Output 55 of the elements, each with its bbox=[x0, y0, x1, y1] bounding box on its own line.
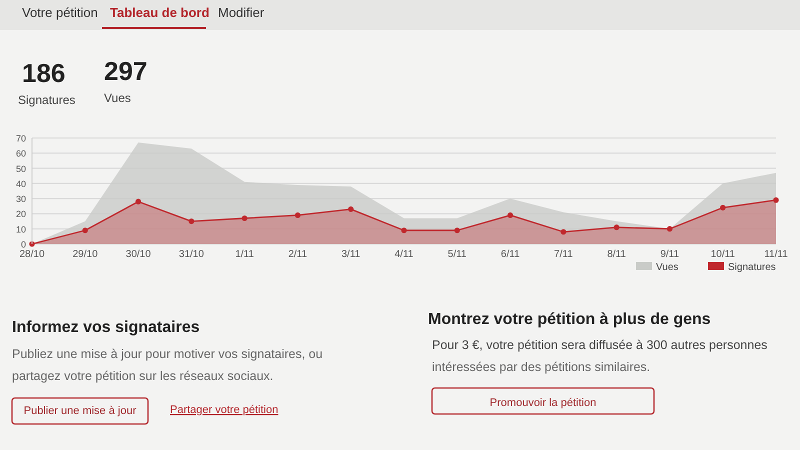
text: Pour 3 €, votre pétition sera diffusée à 300 autres personnes bbox=[432, 338, 768, 352]
y-tick-label: 0 bbox=[20, 240, 26, 250]
x-tick-label: 7/11 bbox=[554, 249, 574, 260]
text: 297 bbox=[104, 56, 148, 86]
text: partagez votre pétition sur les réseaux sociaux. bbox=[12, 369, 274, 383]
x-tick-label: 6/11 bbox=[500, 249, 520, 260]
text: Modifier bbox=[218, 5, 265, 20]
x-tick-label: 29/10 bbox=[72, 249, 98, 260]
point bbox=[773, 197, 779, 203]
text: Partager votre pétition bbox=[170, 404, 278, 416]
y-tick-label: 40 bbox=[16, 178, 26, 189]
point bbox=[294, 212, 301, 218]
point bbox=[666, 226, 673, 232]
x-tick-label: 3/11 bbox=[341, 249, 361, 260]
y-tick-label: 20 bbox=[16, 209, 26, 220]
point bbox=[188, 218, 194, 224]
text: Informez vos signataires bbox=[12, 319, 200, 336]
point bbox=[614, 224, 620, 230]
text: Montrez votre pétition à plus de gens bbox=[428, 311, 711, 328]
point bbox=[242, 215, 248, 222]
text: Tableau de bord bbox=[110, 5, 210, 20]
text: 186 bbox=[22, 58, 66, 88]
y-tick-label: 30 bbox=[16, 194, 26, 204]
legend-label: Signatures bbox=[728, 262, 776, 273]
point bbox=[82, 228, 88, 234]
text: Publier une mise à jour bbox=[24, 405, 137, 417]
point bbox=[454, 228, 460, 234]
y-tick-label: 50 bbox=[16, 164, 26, 174]
x-tick-label: 28/10 bbox=[19, 249, 45, 260]
x-tick-label: 30/10 bbox=[126, 249, 152, 260]
text: Promouvoir la pétition bbox=[490, 397, 596, 409]
y-tick-label: 10 bbox=[16, 224, 26, 234]
point bbox=[507, 212, 514, 218]
point bbox=[720, 204, 726, 210]
x-tick-label: 11/11 bbox=[764, 249, 788, 260]
text: Publiez une mise à jour pour motiver vos signataires, ou bbox=[12, 347, 323, 361]
point bbox=[560, 229, 566, 235]
x-tick-label: 4/11 bbox=[394, 249, 414, 260]
x-tick-label: 1/11 bbox=[235, 249, 254, 260]
text: Votre pétition bbox=[22, 5, 98, 20]
text: intéressées par des pétitions similaires. bbox=[432, 360, 650, 374]
point bbox=[401, 228, 407, 234]
y-tick-label: 60 bbox=[16, 148, 26, 159]
x-tick-label: 2/11 bbox=[288, 249, 308, 260]
x-tick-label: 8/11 bbox=[607, 249, 626, 260]
x-tick-label: 10/11 bbox=[710, 249, 736, 260]
x-tick-label: 9/11 bbox=[660, 249, 680, 260]
point bbox=[348, 206, 354, 212]
point bbox=[135, 198, 142, 204]
y-tick-label: 70 bbox=[16, 134, 26, 144]
text: Vues bbox=[104, 91, 131, 105]
text: Signatures bbox=[18, 93, 76, 107]
legend-label: Vues bbox=[656, 262, 678, 273]
x-tick-label: 31/10 bbox=[178, 249, 204, 260]
x-tick-label: 5/11 bbox=[448, 249, 467, 260]
